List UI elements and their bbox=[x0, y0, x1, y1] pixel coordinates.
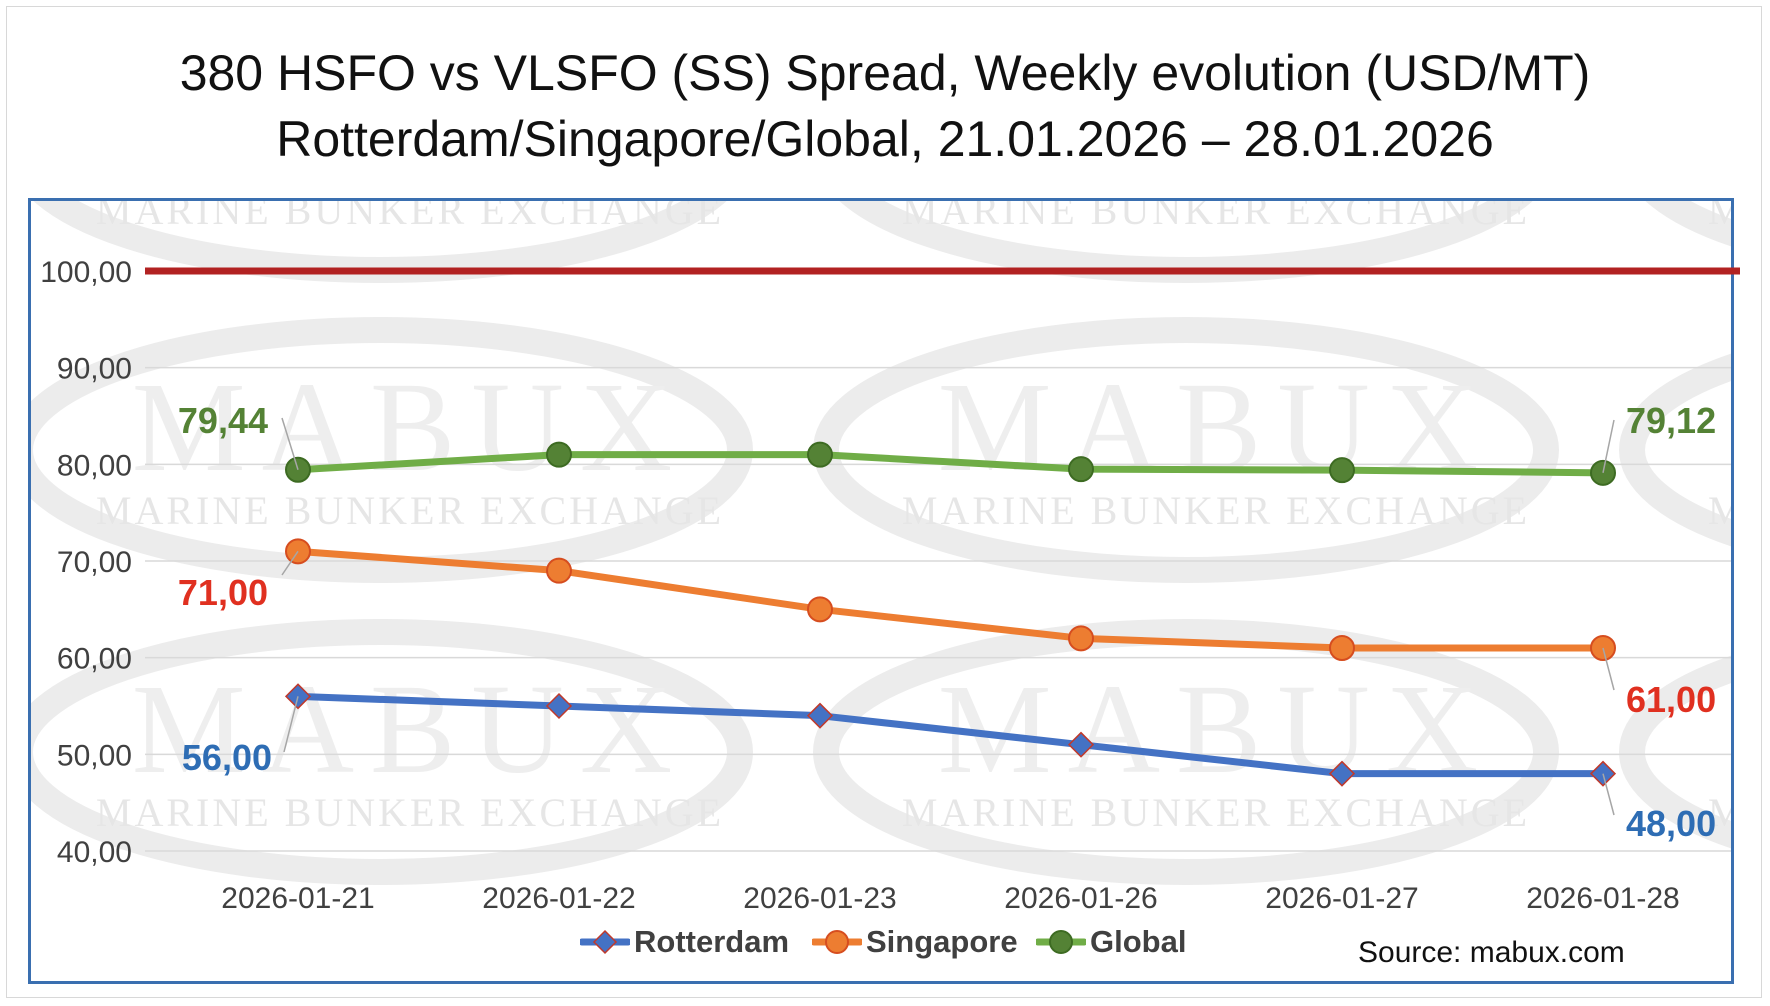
x-axis-ticks: 2026-01-21 2026-01-22 2026-01-23 2026-01-26… bbox=[221, 882, 1679, 915]
watermark-tagline: MARINE BUNKER EXCHANGE bbox=[902, 790, 1530, 835]
series-lines bbox=[284, 441, 1617, 787]
y-tick-label: 90,00 bbox=[57, 353, 132, 386]
point-singapore bbox=[546, 557, 572, 584]
y-tick-label: 100,00 bbox=[40, 256, 132, 289]
data-label-singapore: 71,00 bbox=[178, 572, 268, 613]
point-global bbox=[1329, 457, 1355, 484]
x-tick-label: 2026-01-26 bbox=[1004, 882, 1157, 915]
legend-marker-singapore bbox=[812, 930, 862, 954]
chart-area bbox=[28, 198, 1734, 984]
legend-marker-rotterdam bbox=[580, 929, 630, 955]
point-rotterdam bbox=[1067, 731, 1095, 758]
legend-item-global: Global bbox=[1036, 922, 1186, 962]
page-frame bbox=[6, 6, 1762, 998]
point-global bbox=[1068, 456, 1094, 483]
legend-label-singapore: Singapore bbox=[866, 924, 1018, 959]
point-singapore bbox=[1068, 625, 1094, 652]
label-leader-line bbox=[1602, 419, 1615, 473]
point-rotterdam bbox=[284, 683, 312, 710]
x-tick-label: 2026-01-23 bbox=[743, 882, 896, 915]
data-label-rotterdam: 56,00 bbox=[182, 737, 272, 778]
watermark-brand: MABUX bbox=[1744, 658, 1770, 800]
point-rotterdam bbox=[1328, 760, 1356, 787]
watermark-brand: MABUX bbox=[938, 658, 1495, 800]
watermark-tagline: MARINE BUNKER EXCHANGE bbox=[96, 488, 724, 533]
watermark-swoosh bbox=[1619, 655, 1731, 849]
data-label-singapore: 61,00 bbox=[1626, 679, 1716, 720]
watermark-swoosh bbox=[33, 201, 727, 283]
watermark-tagline: MARINE BUNKER EXCHANGE bbox=[902, 488, 1530, 533]
point-global bbox=[546, 441, 572, 468]
label-leader-line bbox=[1602, 773, 1615, 816]
legend-label-rotterdam: Rotterdam bbox=[634, 924, 790, 959]
watermark-swoosh bbox=[839, 201, 1533, 283]
watermark-swoosh bbox=[31, 317, 753, 583]
source-note: Source: mabux.com bbox=[1358, 936, 1625, 969]
y-tick-label: 80,00 bbox=[57, 449, 132, 482]
watermark-brand: MABUX bbox=[938, 356, 1495, 498]
data-label-global: 79,44 bbox=[178, 400, 268, 441]
watermark-brand: MABUX bbox=[1744, 356, 1770, 498]
watermark-swoosh bbox=[813, 619, 1559, 885]
point-global bbox=[807, 441, 833, 468]
point-rotterdam bbox=[545, 692, 573, 720]
data-labels: 79,44 79,12 71,00 61,00 56,00 48,00 bbox=[178, 400, 1716, 844]
watermark-tagline: MARINE BUNKER EXCHANGE bbox=[96, 188, 724, 233]
legend-item-singapore: Singapore bbox=[812, 922, 1018, 962]
watermark-brand: MABUX bbox=[132, 356, 689, 498]
legend-label-global: Global bbox=[1090, 924, 1187, 959]
legend-marker-global bbox=[1036, 930, 1086, 954]
title-line-1: 380 HSFO vs VLSFO (SS) Spread, Weekly ev… bbox=[179, 45, 1591, 101]
watermark-swoosh bbox=[31, 619, 753, 885]
y-tick-label: 40,00 bbox=[57, 836, 132, 869]
watermark-tagline: MARINE BUNKER EXCHANGE bbox=[1708, 188, 1770, 233]
point-singapore bbox=[807, 596, 833, 623]
y-axis-ticks: 40,00 50,00 60,00 70,00 80,00 90,00 100,00 bbox=[40, 256, 132, 869]
point-rotterdam bbox=[806, 702, 834, 729]
x-tick-label: 2026-01-22 bbox=[482, 882, 635, 915]
label-leader-line bbox=[281, 417, 299, 470]
series-line-rotterdam bbox=[294, 692, 1607, 778]
watermark-swoosh bbox=[1645, 201, 1731, 247]
watermark-tagline: MARINE BUNKER EXCHANGE bbox=[96, 790, 724, 835]
series-line-singapore bbox=[294, 547, 1607, 652]
x-tick-label: 2026-01-28 bbox=[1526, 882, 1679, 915]
label-leader-line bbox=[1602, 647, 1615, 691]
watermark-swoosh bbox=[1619, 353, 1731, 547]
data-label-rotterdam: 48,00 bbox=[1626, 803, 1716, 844]
point-singapore bbox=[1329, 635, 1355, 661]
y-tick-label: 50,00 bbox=[57, 739, 132, 772]
legend-item-rotterdam: Rotterdam bbox=[580, 922, 789, 962]
data-label-global: 79,12 bbox=[1626, 400, 1716, 441]
label-leader-line bbox=[281, 550, 299, 576]
label-leader-line bbox=[283, 696, 299, 753]
x-tick-label: 2026-01-27 bbox=[1265, 882, 1418, 915]
y-tick-label: 60,00 bbox=[57, 643, 132, 676]
x-tick-label: 2026-01-21 bbox=[221, 882, 374, 915]
watermark-tagline: MARINE BUNKER EXCHANGE bbox=[1708, 790, 1770, 835]
watermark-tagline: MARINE BUNKER EXCHANGE bbox=[1708, 488, 1770, 533]
watermark-tagline: MARINE BUNKER EXCHANGE bbox=[902, 188, 1530, 233]
y-tick-label: 70,00 bbox=[57, 546, 132, 579]
title-line-2: Rotterdam/Singapore/Global, 21.01.2026 –… bbox=[276, 111, 1494, 167]
series-line-global bbox=[294, 451, 1607, 477]
watermark: MARINE BUNKER EXCHANGE MARINE BUNKER EXCH… bbox=[31, 188, 1770, 885]
watermark-brand: MABUX bbox=[132, 658, 689, 800]
chart-title: 380 HSFO vs VLSFO (SS) Spread, Weekly ev… bbox=[0, 40, 1770, 172]
